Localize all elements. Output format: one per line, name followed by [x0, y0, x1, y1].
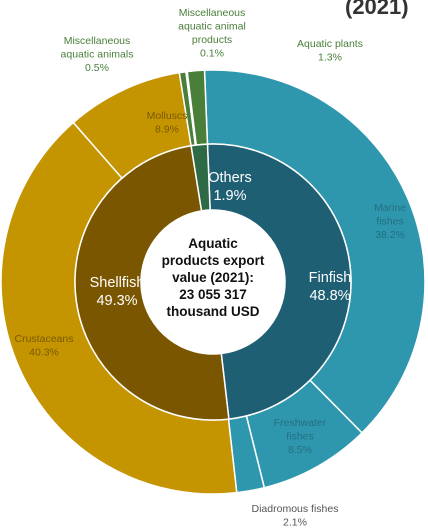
outer-label-aquatic-plants: Aquatic plants 1.3%: [297, 38, 363, 64]
outer-label-diadromous-fishes: Diadromous fishes 2.1%: [252, 503, 339, 529]
outer-label-marine-fishes: Marine fishes 38.2%: [374, 202, 406, 241]
outer-label-miscellaneous-aquatic-animal-products: Miscellaneous aquatic animal products 0.1%: [178, 7, 246, 60]
title-fragment: (2021): [345, 0, 409, 19]
outer-label-miscellaneous-aquatic-animals: Miscellaneous aquatic animals 0.5%: [61, 35, 134, 74]
